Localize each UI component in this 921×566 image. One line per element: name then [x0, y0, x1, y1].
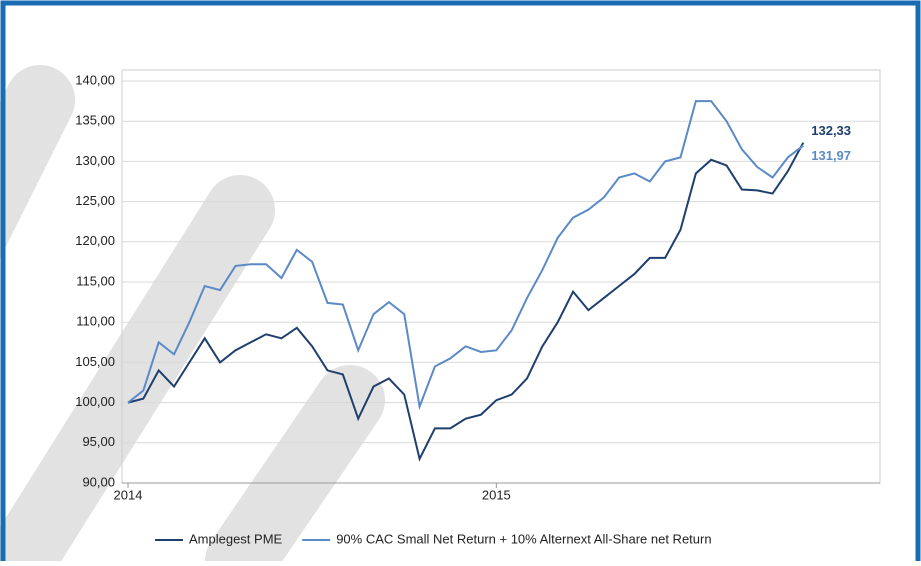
- y-tick-label: 110,00: [76, 314, 115, 329]
- y-tick-label: 100,00: [75, 394, 115, 409]
- y-tick-label: 120,00: [75, 233, 115, 248]
- legend-label: Amplegest PME: [189, 531, 283, 546]
- legend-label: 90% CAC Small Net Return + 10% Alternext…: [336, 531, 711, 546]
- y-tick-label: 105,00: [75, 354, 115, 369]
- y-tick-label: 135,00: [75, 113, 115, 128]
- data-label: 131,97: [811, 148, 851, 163]
- x-tick-label: 2014: [114, 487, 143, 502]
- y-tick-label: 140,00: [75, 72, 115, 87]
- y-tick-label: 125,00: [75, 193, 115, 208]
- y-tick-label: 130,00: [75, 153, 115, 168]
- data-label: 132,33: [811, 123, 851, 138]
- y-tick-label: 115,00: [76, 273, 115, 288]
- y-tick-label: 90,00: [82, 474, 115, 489]
- y-tick-label: 95,00: [82, 434, 115, 449]
- x-tick-label: 2015: [482, 487, 511, 502]
- chart: 90,00 95,00 100,00 105,00 110,00 115,00 120,00…: [0, 0, 921, 561]
- background: [0, 0, 921, 561]
